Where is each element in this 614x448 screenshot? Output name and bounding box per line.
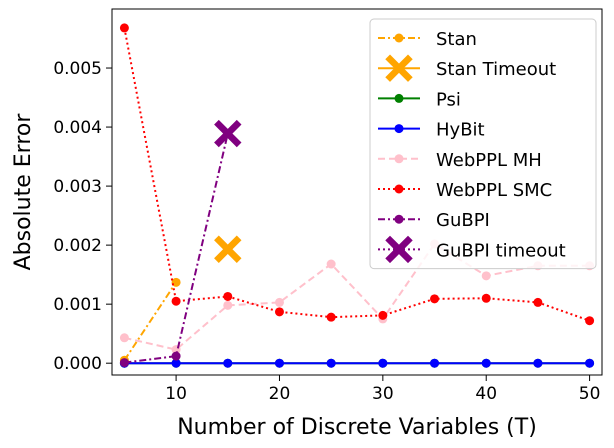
x-axis-label: Number of Discrete Variables (T) [177, 415, 537, 440]
legend-marker [394, 214, 404, 224]
series-gubpi [119, 129, 233, 368]
series-webppl-smc [119, 23, 595, 326]
data-point [585, 358, 595, 368]
legend-label: Stan [436, 29, 477, 50]
series-line [124, 242, 590, 351]
series-layer [119, 23, 595, 368]
data-point [533, 297, 543, 307]
legend-marker [394, 184, 404, 194]
data-point [326, 259, 336, 269]
legend-marker [394, 154, 404, 164]
legend-label: Psi [436, 89, 461, 110]
data-point [171, 351, 181, 361]
x-tick-label: 50 [579, 384, 601, 404]
data-point [430, 358, 440, 368]
x-tick-label: 10 [165, 384, 187, 404]
x-tick-label: 40 [475, 384, 497, 404]
legend-item: WebPPL SMC [378, 180, 552, 201]
legend: Stan Stan Timeout Psi HyBit WebPPL MH WebPPL … [369, 18, 597, 270]
legend-item: WebPPL MH [378, 150, 542, 171]
y-axis-label: Absolute Error [11, 113, 36, 271]
data-point [274, 307, 284, 317]
data-point [223, 300, 233, 310]
data-point [274, 358, 284, 368]
series-stan-timeout [214, 235, 242, 263]
legend-item: Stan Timeout [378, 54, 556, 82]
data-point [274, 297, 284, 307]
x-tick-label: 30 [372, 384, 394, 404]
data-point [326, 358, 336, 368]
y-tick-label: 0.005 [53, 59, 102, 79]
legend-item: GuBPI timeout [378, 235, 566, 264]
data-point [378, 310, 388, 320]
legend-marker-x [385, 235, 413, 264]
series-line [123, 27, 590, 322]
legend-marker [394, 124, 404, 134]
data-point [171, 277, 181, 287]
legend-label: GuBPI timeout [436, 240, 566, 261]
data-point [119, 358, 129, 368]
y-tick-label: 0.000 [53, 354, 102, 374]
data-point [171, 296, 181, 306]
legend-marker [394, 93, 404, 103]
legend-marker-x [385, 54, 413, 82]
legend-label: WebPPL MH [436, 150, 542, 171]
data-point [119, 23, 129, 33]
x-tick-label: 20 [269, 384, 291, 404]
data-point [326, 312, 336, 322]
data-point [481, 293, 491, 303]
legend-label: Stan Timeout [436, 59, 556, 80]
data-point [223, 358, 233, 368]
legend-label: WebPPL SMC [436, 180, 552, 201]
legend-item: HyBit [378, 120, 485, 141]
legend-marker [394, 33, 404, 43]
legend-label: HyBit [436, 120, 485, 141]
legend-label: GuBPI [436, 210, 490, 231]
y-axis: 0.000 0.001 0.002 0.003 0.004 0.005 [53, 59, 112, 374]
legend-item: GuBPI [378, 210, 490, 231]
series-gubpi-timeout [214, 119, 242, 148]
data-point [533, 358, 543, 368]
data-point [481, 271, 491, 281]
series-line [124, 133, 229, 364]
data-point [378, 358, 388, 368]
legend-box [369, 18, 597, 270]
y-tick-label: 0.002 [53, 236, 102, 256]
data-point-x [214, 119, 242, 148]
data-point [585, 316, 595, 326]
legend-item: Stan [378, 29, 477, 50]
legend-item: Psi [378, 89, 461, 110]
y-tick-label: 0.003 [53, 177, 102, 197]
data-point [171, 358, 181, 368]
plot-frame [111, 8, 603, 376]
data-point [119, 333, 129, 343]
y-tick-label: 0.001 [53, 295, 102, 315]
data-point [223, 291, 233, 301]
data-point [430, 294, 440, 304]
data-point [481, 358, 491, 368]
data-point-x [214, 235, 242, 263]
series-hybit [119, 358, 595, 368]
series-stan [119, 277, 181, 365]
x-axis: 10 20 30 40 50 [165, 375, 600, 404]
y-tick-label: 0.004 [53, 118, 102, 138]
series-line [123, 281, 177, 361]
